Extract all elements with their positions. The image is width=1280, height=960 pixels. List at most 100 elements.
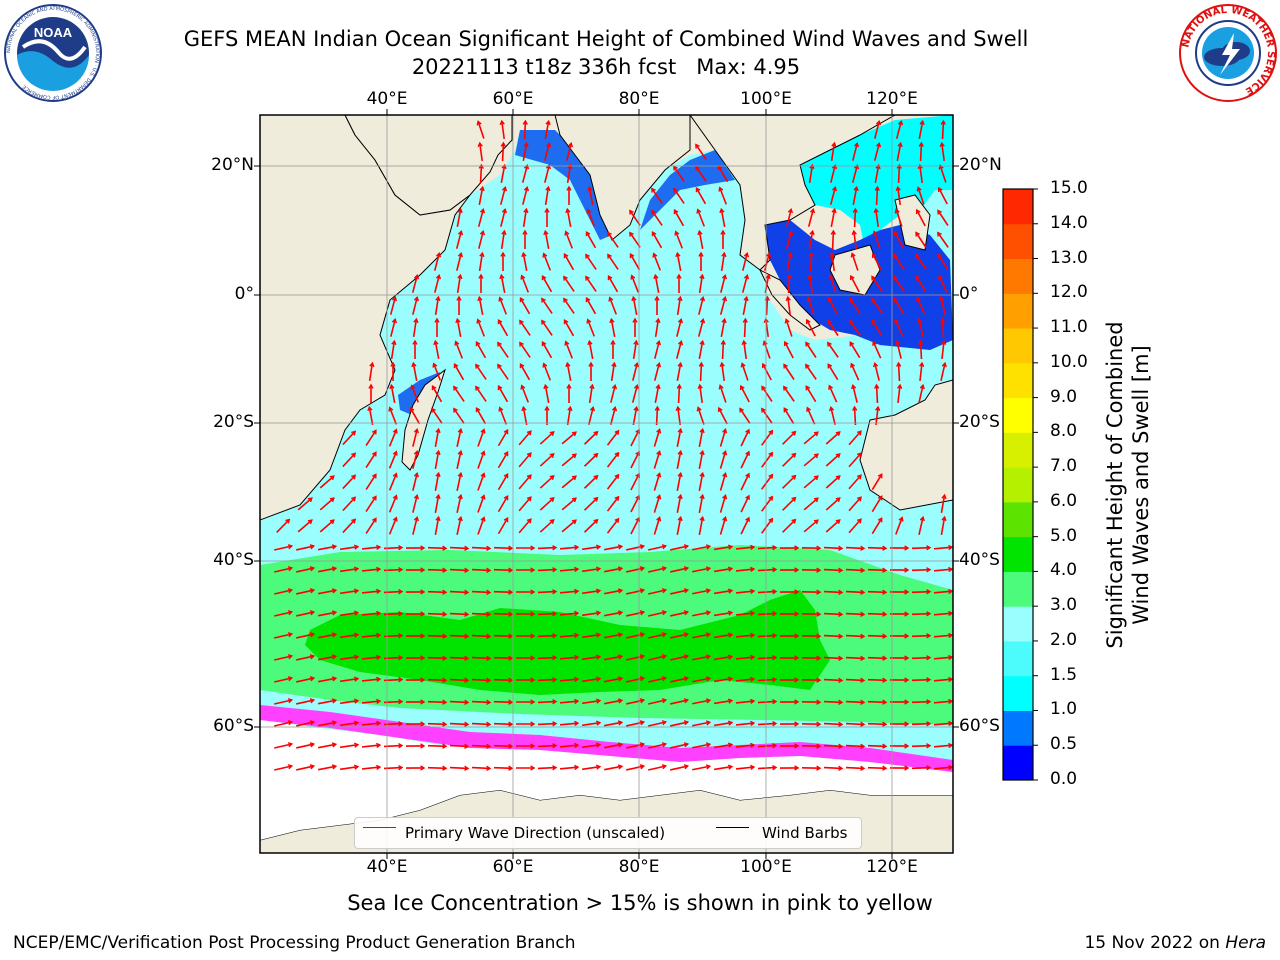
wave-arrow-head xyxy=(398,633,404,639)
wave-direction-arrow xyxy=(805,385,817,403)
wave-direction-arrow xyxy=(740,451,750,469)
wave-arrow-head xyxy=(938,164,944,170)
wave-arrow-head xyxy=(827,341,832,347)
wave-direction-arrow xyxy=(697,319,705,337)
wave-arrow-head xyxy=(565,207,571,214)
wave-arrow-head xyxy=(813,519,819,525)
wave-direction-arrow xyxy=(782,519,796,533)
wave-arrow-head xyxy=(915,253,920,259)
wave-arrow-head xyxy=(838,545,844,551)
wave-arrow-head xyxy=(705,720,712,726)
wave-direction-arrow xyxy=(757,546,777,550)
wave-arrow-head xyxy=(501,207,508,214)
wave-arrow-head xyxy=(937,231,942,237)
wave-direction-arrow xyxy=(493,590,513,594)
wave-arrow-head xyxy=(941,339,947,345)
wave-arrow-head xyxy=(331,610,338,616)
lon-label-top: 120°E xyxy=(866,89,918,109)
wave-arrow-head xyxy=(940,317,946,323)
wave-arrow-head xyxy=(453,407,458,413)
wave-direction-arrow xyxy=(477,451,485,469)
wave-arrow-head xyxy=(948,610,953,617)
wave-direction-arrow xyxy=(940,363,946,381)
wave-arrow-head xyxy=(705,610,712,616)
wave-arrow-head xyxy=(309,566,316,572)
wave-direction-arrow xyxy=(896,143,902,161)
wave-direction-arrow xyxy=(522,208,528,228)
wave-direction-arrow xyxy=(677,384,681,404)
wave-arrow-head xyxy=(915,208,921,215)
wave-direction-arrow xyxy=(782,453,796,467)
wave-arrow-head xyxy=(571,475,577,481)
wave-direction-arrow xyxy=(456,517,462,535)
wave-arrow-head xyxy=(617,566,624,572)
lat-label-left: 40°S xyxy=(213,550,254,570)
wave-arrow-head xyxy=(595,720,602,726)
wave-arrow-head xyxy=(875,119,882,126)
wave-direction-arrow xyxy=(412,517,418,535)
wave-arrow-head xyxy=(915,231,920,237)
wave-arrow-head xyxy=(904,721,910,727)
colorbar-tick-label: 13.0 xyxy=(1050,247,1088,268)
wave-arrow-head xyxy=(860,721,866,727)
wave-arrow-head xyxy=(617,764,624,770)
wave-arrow-head xyxy=(787,229,794,236)
wave-arrow-head xyxy=(486,677,492,683)
wave-arrow-head xyxy=(478,273,484,279)
wave-arrow-head xyxy=(718,384,724,390)
wave-arrow-head xyxy=(816,721,822,727)
legend-wind-line xyxy=(716,827,749,828)
wave-direction-arrow xyxy=(456,451,462,469)
wave-direction-arrow xyxy=(915,254,927,270)
wave-arrow-head xyxy=(851,229,857,236)
wave-arrow-head xyxy=(871,319,877,325)
wave-arrow-head xyxy=(456,295,462,301)
wave-arrow-head xyxy=(651,187,656,193)
land-southeast-asia xyxy=(689,115,897,271)
wave-direction-arrow xyxy=(940,142,946,162)
wave-arrow-head xyxy=(699,471,705,478)
wave-arrow-head xyxy=(882,545,888,551)
wave-arrow-head xyxy=(442,611,448,617)
wave-arrow-head xyxy=(877,473,883,479)
wave-direction-arrow xyxy=(479,164,483,184)
wave-direction-arrow xyxy=(757,678,777,682)
wave-arrow-head xyxy=(719,207,725,214)
wave-direction-arrow xyxy=(757,568,777,572)
wave-arrow-head xyxy=(571,431,577,437)
wave-arrow-head xyxy=(552,589,558,595)
wave-direction-arrow xyxy=(696,209,706,227)
wave-direction-arrow xyxy=(786,253,792,271)
wave-arrow-head xyxy=(480,472,486,478)
wave-arrow-head xyxy=(433,339,439,346)
wave-direction-arrow xyxy=(388,429,398,447)
wave-arrow-head xyxy=(926,743,932,749)
wave-direction-arrow xyxy=(845,766,865,770)
wave-arrow-head xyxy=(750,764,756,771)
colorbar-frame xyxy=(1002,188,1034,781)
wave-arrow-head xyxy=(614,451,620,457)
wave-direction-arrow xyxy=(698,451,704,469)
wave-direction-arrow xyxy=(365,496,377,512)
wave-arrow-head xyxy=(593,452,599,458)
wave-arrow-head xyxy=(475,407,481,413)
wave-arrow-head xyxy=(526,518,532,524)
wave-direction-arrow xyxy=(918,319,924,337)
wave-arrow-head xyxy=(893,275,898,281)
wave-arrow-head xyxy=(813,431,819,437)
wave-arrow-head xyxy=(353,698,360,704)
wave-direction-arrow xyxy=(896,341,902,359)
wave-direction-arrow xyxy=(609,407,617,425)
wave-arrow-head xyxy=(816,677,822,683)
wave-direction-arrow xyxy=(626,567,644,573)
wave-arrow-head xyxy=(398,765,404,771)
wave-direction-arrow xyxy=(296,655,314,661)
wave-arrow-head xyxy=(614,473,620,479)
wave-direction-arrow xyxy=(339,743,359,749)
wave-arrow-head xyxy=(654,295,660,301)
wave-arrow-head xyxy=(877,495,883,501)
wave-direction-arrow xyxy=(522,143,528,161)
wave-arrow-head xyxy=(683,566,690,572)
wave-direction-arrow xyxy=(339,677,359,683)
wave-direction-arrow xyxy=(544,385,550,403)
